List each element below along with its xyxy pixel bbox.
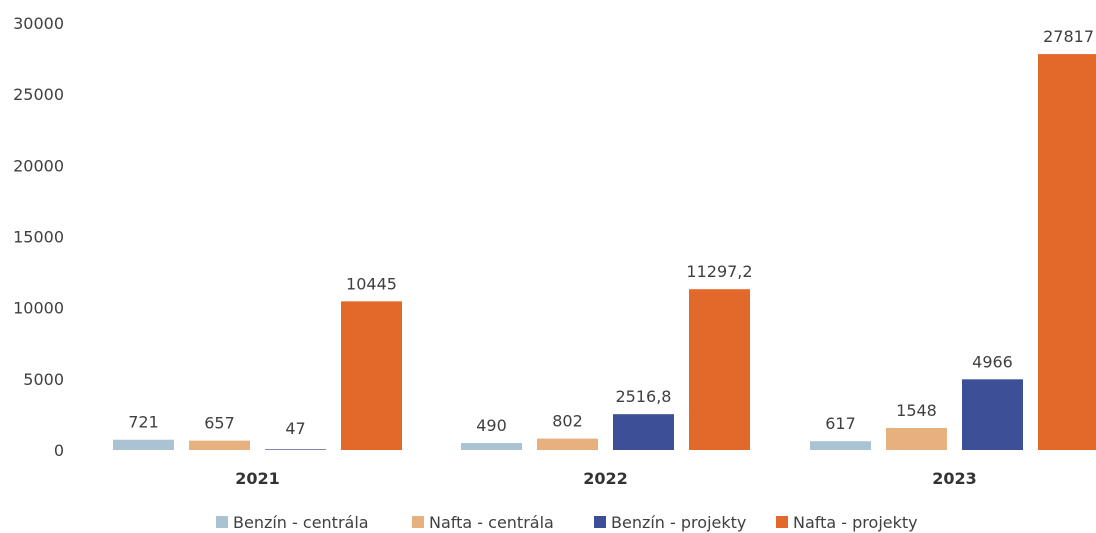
data-label: 802	[552, 412, 583, 431]
bar	[613, 414, 674, 450]
x-axis: 2021 2022 2023	[235, 469, 977, 488]
y-axis: 0 5000 10000 15000 20000 25000 30000	[13, 14, 64, 460]
y-tick-label: 15000	[13, 228, 64, 247]
x-category-label: 2023	[932, 469, 977, 488]
y-tick-label: 5000	[23, 370, 64, 389]
y-tick-label: 20000	[13, 156, 64, 175]
legend-item: Benzín - centrála	[216, 513, 369, 532]
data-label: 27817	[1043, 27, 1094, 46]
bar	[962, 379, 1023, 450]
legend-label: Nafta - centrála	[429, 513, 554, 532]
legend-swatch	[216, 516, 228, 528]
bar	[1038, 54, 1096, 451]
bar	[537, 438, 598, 450]
legend-label: Nafta - projekty	[793, 513, 918, 532]
data-label: 2516,8	[616, 387, 672, 406]
bar	[189, 440, 250, 450]
x-category-label: 2022	[583, 469, 628, 488]
bar	[341, 301, 402, 450]
legend-swatch	[412, 516, 424, 528]
bar	[265, 449, 326, 450]
legend-item: Nafta - centrála	[412, 513, 554, 532]
y-tick-label: 30000	[13, 14, 64, 33]
bar	[461, 443, 522, 450]
data-label: 617	[825, 414, 856, 433]
data-label: 47	[285, 419, 305, 438]
data-label: 10445	[346, 274, 397, 293]
legend-swatch	[776, 516, 788, 528]
y-tick-label: 25000	[13, 85, 64, 104]
data-label: 657	[204, 414, 235, 433]
x-category-label: 2021	[235, 469, 280, 488]
legend-label: Benzín - projekty	[611, 513, 746, 532]
data-label: 4966	[972, 352, 1013, 371]
y-tick-label: 10000	[13, 299, 64, 318]
legend-item: Benzín - projekty	[594, 513, 746, 532]
bar	[886, 427, 947, 450]
bar	[689, 289, 750, 450]
data-label: 721	[128, 413, 159, 432]
y-tick-label: 0	[54, 441, 64, 460]
bar	[810, 441, 871, 450]
bars	[113, 54, 1096, 451]
data-labels: 721 657 47 10445 490 802 2516,8 11297,2 617 1548 4…	[128, 27, 1094, 438]
data-label: 11297,2	[686, 262, 752, 281]
bar	[113, 439, 174, 450]
legend: Benzín - centrála Nafta - centrála Benzín …	[216, 513, 918, 532]
data-label: 490	[476, 416, 507, 435]
data-label: 1548	[896, 401, 937, 420]
legend-swatch	[594, 516, 606, 528]
legend-item: Nafta - projekty	[776, 513, 918, 532]
legend-label: Benzín - centrála	[233, 513, 369, 532]
